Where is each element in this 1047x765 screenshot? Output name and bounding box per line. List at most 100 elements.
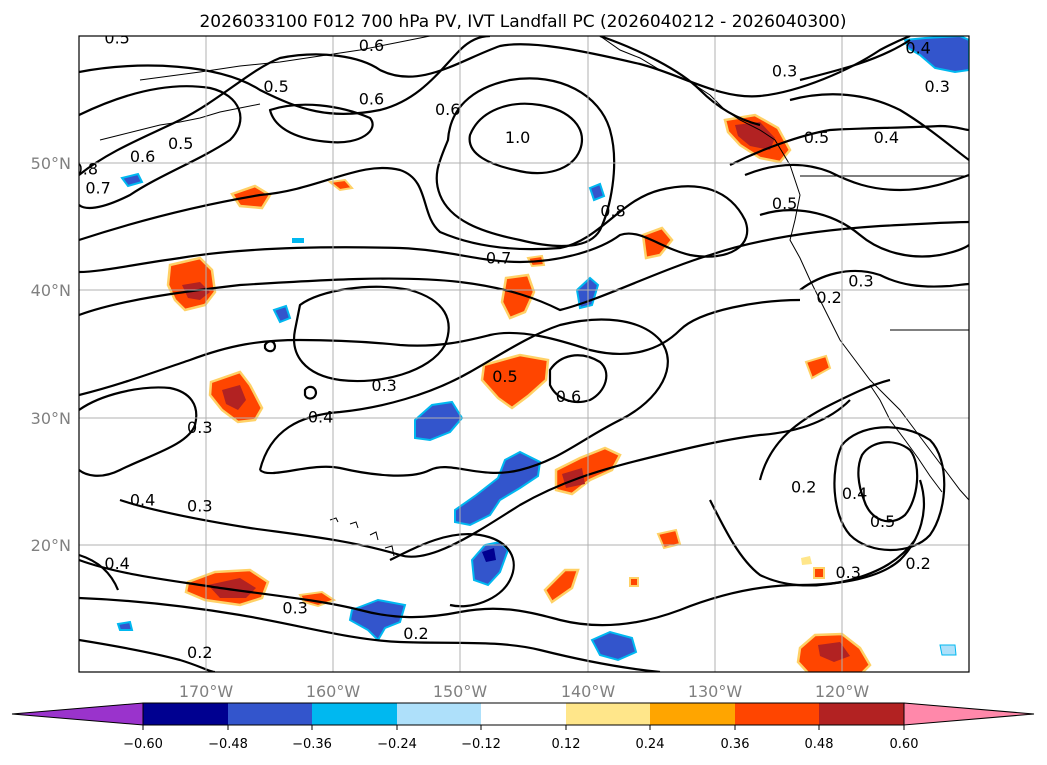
coastlines bbox=[99, 36, 969, 557]
positive-anomaly-region bbox=[480, 353, 550, 410]
contour-label: 0.2 bbox=[403, 624, 428, 643]
contour-label: 0.3 bbox=[848, 271, 873, 290]
pv-contour-0.3-south bbox=[119, 399, 851, 558]
pv-contour-0.5-ne bbox=[729, 124, 969, 166]
contour-label: 0.4 bbox=[308, 408, 333, 427]
negative-anomaly-region bbox=[939, 644, 957, 656]
positive-anomaly-region bbox=[656, 528, 682, 550]
pv-contour-0.7 bbox=[79, 166, 749, 274]
colorbar-tick-label: 0.12 bbox=[552, 737, 581, 752]
pv-contour-0.6-upper-right bbox=[599, 36, 761, 127]
pv-contour-0.4-east-oval bbox=[833, 426, 946, 552]
longitude-labels: 170°W 160°W 150°W 140°W 130°W 120°W bbox=[179, 682, 870, 701]
pv-contour-0.5-east-oval bbox=[857, 441, 919, 523]
positive-anomaly-region bbox=[222, 385, 246, 410]
colorbar-segment bbox=[481, 703, 566, 725]
colorbar-under-extension bbox=[11, 702, 144, 726]
pv-contour-0.2-east bbox=[758, 378, 891, 481]
pv-contour-0.3-ne bbox=[799, 39, 911, 82]
colorbar-segment bbox=[312, 703, 397, 725]
contour-label: 0.5 bbox=[104, 29, 129, 48]
colorbar-tick-label: −0.36 bbox=[292, 737, 332, 752]
negative-anomaly-region bbox=[903, 36, 969, 74]
contour-label: 0.2 bbox=[905, 554, 930, 573]
pv-contour-0.2-south-west bbox=[79, 553, 120, 591]
lon-label: 170°W bbox=[179, 682, 234, 701]
colorbar: −0.60 −0.48 −0.36 −0.24 −0.12 0.12 0.24 … bbox=[11, 702, 1035, 752]
colorbar-tick-label: 0.24 bbox=[636, 737, 665, 752]
colorbar-segment bbox=[397, 703, 481, 725]
lat-label: 50°N bbox=[31, 154, 71, 173]
colorbar-segment bbox=[566, 703, 650, 725]
lon-label: 130°W bbox=[688, 682, 743, 701]
positive-anomaly-region bbox=[543, 568, 580, 604]
lon-label: 150°W bbox=[433, 682, 488, 701]
contour-label: 0.4 bbox=[874, 128, 899, 147]
contour-label: 0.2 bbox=[187, 643, 212, 662]
positive-anomaly-region bbox=[327, 178, 354, 192]
contour-label: 0.2 bbox=[816, 288, 841, 307]
pv-contour-0.4-ne bbox=[789, 93, 969, 161]
negative-anomaly-region bbox=[414, 400, 464, 442]
pv-contour-0.5-north bbox=[79, 36, 491, 116]
contour-label: 0.3 bbox=[924, 77, 949, 96]
colorbar-tick-label: 0.36 bbox=[721, 737, 750, 752]
colorbar-segment bbox=[819, 703, 904, 725]
pv-contour-0.4-mid-south bbox=[258, 318, 669, 477]
contour-label: 0.6 bbox=[359, 36, 384, 55]
colorbar-tick-label: 0.60 bbox=[890, 737, 919, 752]
map-frame bbox=[78, 35, 970, 673]
contour-label: 0.3 bbox=[282, 598, 307, 617]
contour-label: 0.4 bbox=[842, 484, 867, 503]
colorbar-segment bbox=[650, 703, 735, 725]
contour-label: 0.7 bbox=[85, 179, 110, 198]
contour-label: 0.4 bbox=[104, 554, 129, 573]
pv-contour-0.3-east-south bbox=[709, 499, 916, 587]
contour-label: 0.3 bbox=[187, 418, 212, 437]
lat-label: 40°N bbox=[31, 281, 71, 300]
contour-label: 0.6 bbox=[435, 100, 460, 119]
lat-label: 20°N bbox=[31, 536, 71, 555]
negative-anomaly-region bbox=[120, 172, 144, 188]
contour-label: 0.3 bbox=[835, 563, 860, 582]
pv-contour-0.2-south bbox=[79, 479, 925, 627]
pv-contour-0.2-far-south bbox=[79, 638, 216, 672]
negative-anomaly-region bbox=[590, 630, 638, 662]
colorbar-tick-label: 0.48 bbox=[805, 737, 834, 752]
positive-anomaly-region bbox=[735, 122, 775, 150]
pv-contour-0.3-center-south bbox=[389, 532, 515, 608]
negative-anomaly-region bbox=[588, 182, 606, 202]
figure-title: 2026033100 F012 700 hPa PV, IVT Landfall… bbox=[199, 12, 846, 32]
negative-anomaly-region bbox=[116, 620, 134, 631]
colorbar-segment bbox=[143, 703, 228, 725]
contour-label: 0.6 bbox=[130, 147, 155, 166]
contour-label: 0.5 bbox=[168, 134, 193, 153]
coastline-hawaii bbox=[329, 517, 395, 557]
contour-label: 0.7 bbox=[486, 249, 511, 268]
colorbar-over-extension bbox=[903, 702, 1035, 726]
pv-contour-0.4-mid bbox=[79, 298, 801, 397]
pv-contour-small-loop bbox=[303, 385, 318, 400]
pv-contour-0.3-west-blob bbox=[293, 285, 450, 383]
contour-label: 0.6 bbox=[556, 387, 581, 406]
colorbar-tick-label: −0.48 bbox=[208, 737, 248, 752]
contour-label: 0.4 bbox=[130, 490, 155, 509]
colorbar-ticks bbox=[142, 725, 905, 730]
negative-anomaly-region bbox=[292, 238, 304, 243]
colorbar-frame bbox=[142, 702, 905, 726]
pv-contour-0.3-south-east bbox=[79, 596, 661, 672]
pv-contour-0.2-coast bbox=[799, 269, 969, 291]
positive-anomaly-region bbox=[801, 556, 812, 565]
contour-label: 0.3 bbox=[187, 497, 212, 516]
contour-label: 1.0 bbox=[505, 128, 530, 147]
colorbar-tick-label: −0.24 bbox=[377, 737, 417, 752]
pv-contour-0.6-mid bbox=[548, 354, 608, 404]
pv-contour-1.0 bbox=[468, 102, 583, 175]
contour-label: 0.5 bbox=[870, 512, 895, 531]
pv-contour-small-loop bbox=[263, 340, 277, 353]
contour-label: 0.8 bbox=[73, 160, 98, 179]
pv-contour-0.3-coast bbox=[759, 209, 969, 258]
coastline-baja bbox=[869, 384, 943, 493]
colorbar-tick-label: −0.60 bbox=[123, 737, 163, 752]
